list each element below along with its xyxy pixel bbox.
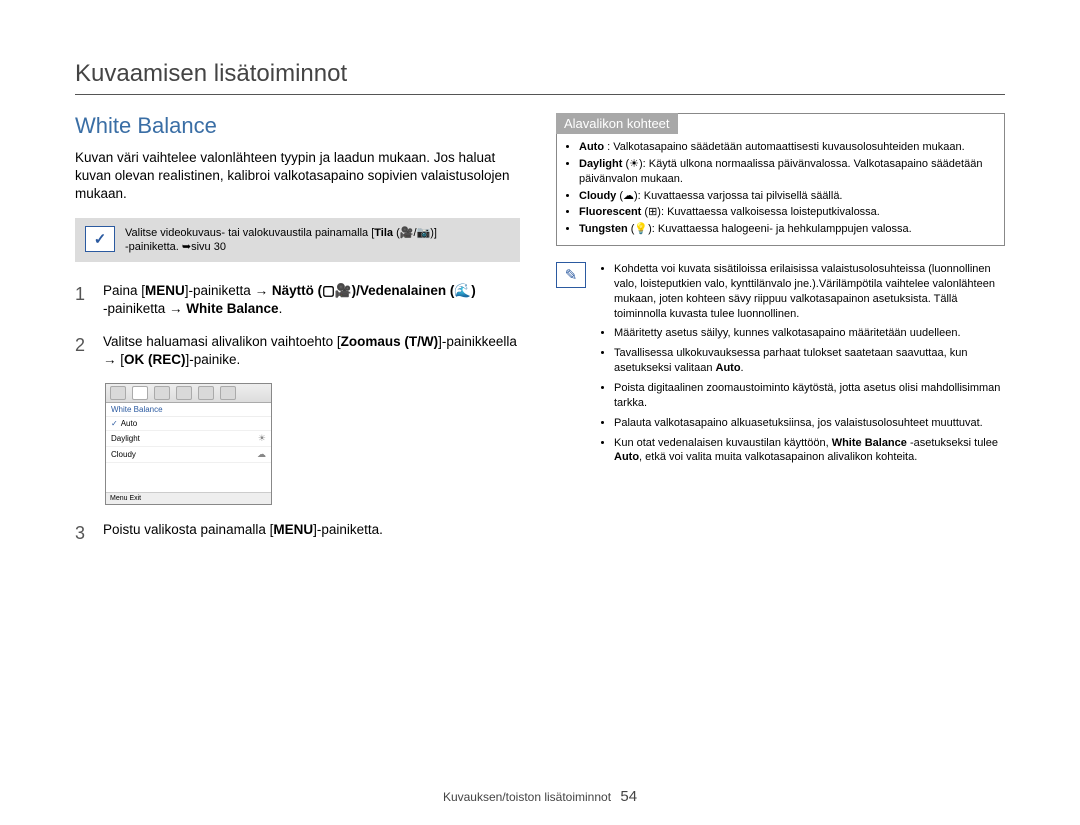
note-item: Määritetty asetus säilyy, kunnes valkota… [614,326,1005,341]
callout-glyph: (🎥/📷)] [393,227,437,239]
callout-text-2: -painiketta. ➥sivu 30 [125,241,226,253]
step-2: 2 Valitse haluamasi alivalikon vaihtoeht… [75,333,520,369]
intro-text: Kuvan väri vaihtelee valonlähteen tyypin… [75,149,520,204]
step-text: Valitse haluamasi alivalikon vaihtoehto … [103,334,341,349]
note-list: Kohdetta voi kuvata sisätiloissa erilais… [614,262,1005,470]
ok-label: OK (REC) [124,352,186,367]
submenu-item: Tungsten (💡): Kuvattaessa halogeeni- ja … [579,222,996,237]
menu-label: MENU [145,283,185,298]
note-icon: ✎ [556,262,586,288]
zoom-label: Zoomaus (T/W) [341,334,439,349]
step-text: Paina [ [103,283,145,298]
screenshot-row: ✓Auto [106,417,271,431]
step-text: ]-painiketta → [185,283,272,298]
breadcrumb: Kuvaamisen lisätoiminnot [75,60,1005,88]
step-number: 2 [75,333,89,369]
callout-tila: Tila [374,227,393,239]
screenshot-title: White Balance [106,403,271,417]
submenu-list: Auto : Valkotasapaino säädetään automaat… [579,140,996,237]
step-1: 1 Paina [MENU]-painiketta → Näyttö (▢🎥)/… [75,282,520,318]
step-3: 3 Poistu valikosta painamalla [MENU]-pai… [75,521,520,545]
footer-text: Kuvauksen/toiston lisätoiminnot [443,790,611,804]
step-text: ]-painike. [186,352,241,367]
check-icon: ✓ [85,226,115,252]
note-item: Kohdetta voi kuvata sisätiloissa erilais… [614,262,1005,321]
note-item: Kun otat vedenalaisen kuvaustilan käyttö… [614,436,1005,466]
wb-label: White Balance [186,301,278,316]
submenu-header: Alavalikon kohteet [556,113,678,134]
submenu-item: Daylight (☀): Käytä ulkona normaalissa p… [579,157,996,187]
note-block: ✎ Kohdetta voi kuvata sisätiloissa erila… [556,262,1005,470]
page-number: 54 [620,788,637,805]
step-number: 3 [75,521,89,545]
note-item: Poista digitaalinen zoomaustoiminto käyt… [614,381,1005,411]
menu-screenshot: White Balance ✓AutoDaylight☀Cloudy☁ Menu… [105,383,272,505]
naytto-label: Näyttö (▢🎥)/Vedenalainen (🌊) [272,283,476,298]
page-footer: Kuvauksen/toiston lisätoiminnot 54 [0,788,1080,805]
step-text: ]-painiketta. [313,522,383,537]
submenu-box: Alavalikon kohteet Auto : Valkotasapaino… [556,113,1005,246]
submenu-item: Fluorescent (⊞): Kuvattaessa valkoisessa… [579,205,996,220]
divider [75,94,1005,95]
step-text: -painiketta → [103,301,186,316]
callout-box: ✓ Valitse videokuvaus- tai valokuvaustil… [75,218,520,263]
submenu-item: Auto : Valkotasapaino säädetään automaat… [579,140,996,155]
step-text: Poistu valikosta painamalla [ [103,522,273,537]
note-item: Palauta valkotasapaino alkuasetuksiinsa,… [614,416,1005,431]
menu-label: MENU [273,522,313,537]
screenshot-row: Daylight☀ [106,431,271,447]
screenshot-tabs [106,384,271,403]
screenshot-row: Cloudy☁ [106,447,271,463]
submenu-item: Cloudy (☁): Kuvattaessa varjossa tai pil… [579,189,996,204]
step-text: . [279,301,283,316]
screenshot-footer: Menu Exit [106,492,271,504]
callout-text: Valitse videokuvaus- tai valokuvaustila … [125,227,374,239]
step-number: 1 [75,282,89,318]
section-title: White Balance [75,113,520,139]
note-item: Tavallisessa ulkokuvauksessa parhaat tul… [614,346,1005,376]
